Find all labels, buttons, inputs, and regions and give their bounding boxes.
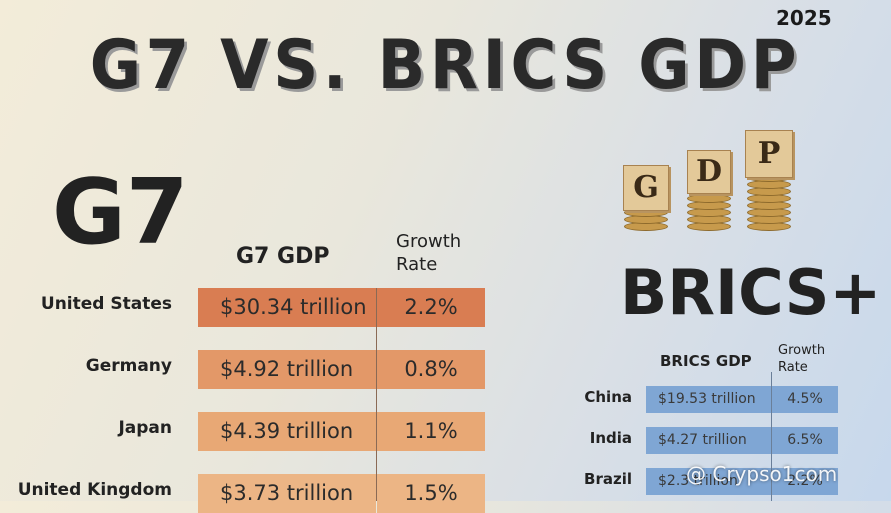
g7-growth-header-line1: Growth — [396, 231, 462, 252]
brics-country-label: Brazil — [584, 470, 632, 488]
g7-gdp-cell: $30.34 trillion — [198, 288, 376, 327]
g7-heading: G7 — [52, 160, 189, 265]
g7-growth-cell: 1.5% — [377, 474, 485, 513]
brics-heading: BRICS+ — [620, 256, 882, 329]
brics-gdp-cell: $2.3 trillion — [646, 468, 771, 495]
brics-gdp-cell: $4.27 trillion — [646, 427, 771, 454]
page-title: G7 VS. BRICS GDP — [89, 26, 802, 105]
g7-growth-column-header: Growth Rate — [396, 230, 461, 276]
brics-gdp-cell: $19.53 trillion — [646, 386, 771, 413]
gdp-letter-block: D — [687, 150, 731, 194]
g7-country-label: Germany — [85, 356, 172, 376]
year-label: 2025 — [776, 6, 832, 30]
g7-growth-header-line2: Rate — [396, 254, 438, 275]
brics-growth-header-line1: Growth — [778, 343, 826, 358]
brics-growth-header-line2: Rate — [778, 360, 808, 375]
brics-growth-column-header: Growth Rate — [778, 342, 825, 376]
g7-country-label: United States — [40, 294, 172, 314]
brics-country-label: China — [584, 388, 632, 406]
gdp-letter-block: G — [623, 165, 669, 211]
g7-growth-cell: 0.8% — [377, 350, 485, 389]
brics-growth-cell: 2.2% — [772, 468, 838, 495]
brics-growth-cell: 6.5% — [772, 427, 838, 454]
watermark: @ Crypso1com — [686, 462, 838, 486]
g7-gdp-cell: $3.73 trillion — [198, 474, 376, 513]
brics-column-divider — [771, 372, 772, 501]
brics-growth-cell: 4.5% — [772, 386, 838, 413]
gdp-letter-block: P — [745, 130, 793, 178]
g7-gdp-cell: $4.39 trillion — [198, 412, 376, 451]
brics-country-label: India — [589, 429, 632, 447]
brics-gdp-column-header: BRICS GDP — [660, 352, 752, 370]
g7-gdp-column-header: G7 GDP — [236, 244, 330, 269]
g7-growth-cell: 2.2% — [377, 288, 485, 327]
g7-gdp-cell: $4.92 trillion — [198, 350, 376, 389]
g7-country-label: United Kingdom — [17, 480, 172, 500]
g7-growth-cell: 1.1% — [377, 412, 485, 451]
g7-column-divider — [376, 288, 377, 501]
g7-country-label: Japan — [118, 418, 172, 438]
